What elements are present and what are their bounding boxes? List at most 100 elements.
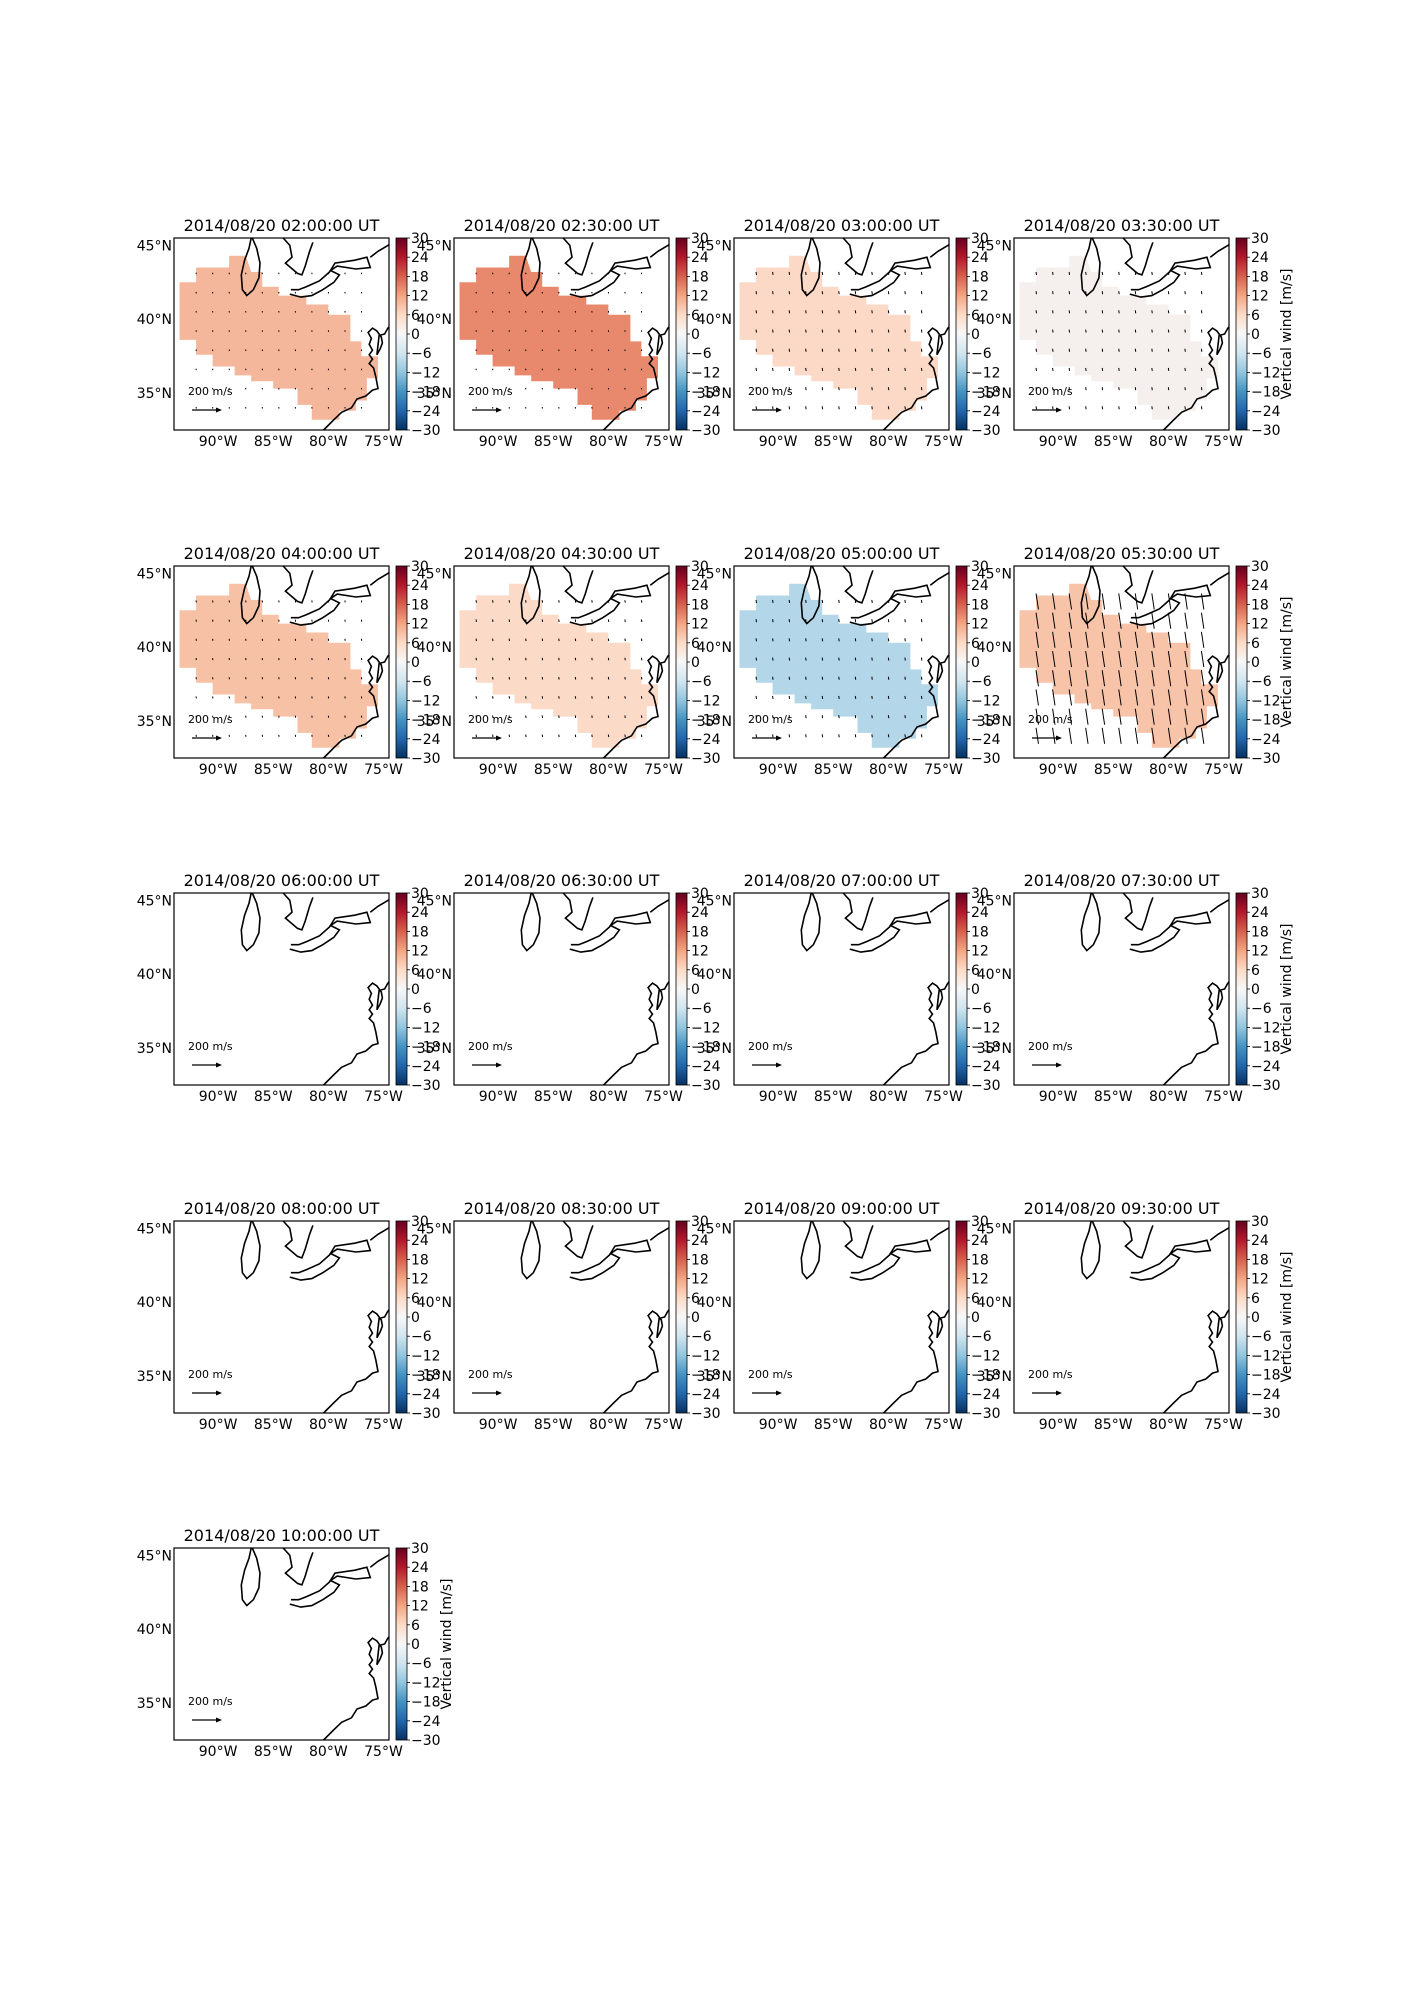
coastline <box>882 1272 949 1413</box>
y-tick-label: 40°N <box>417 1295 452 1311</box>
x-tick-label: 85°W <box>534 1089 573 1105</box>
wind-arrow <box>1101 631 1106 648</box>
axes-frame <box>173 237 390 431</box>
colorbar-tick-label: 18 <box>1251 924 1269 940</box>
x-tick-label: 80°W <box>309 434 348 450</box>
wind-arrow <box>1184 650 1188 668</box>
wind-arrow <box>1035 689 1039 706</box>
colorbar-tick-label: 30 <box>971 1214 989 1230</box>
quiver-key-arrowhead <box>216 1390 222 1396</box>
colorbar <box>1235 565 1248 759</box>
colorbar <box>675 1220 688 1414</box>
colorbar-tick-label: 18 <box>411 597 429 613</box>
colorbar-tick-label: 18 <box>971 1252 989 1268</box>
quiver-key-arrowhead <box>496 1390 502 1396</box>
quiver-key-label: 200 m/s <box>468 713 513 726</box>
coastline <box>800 566 821 625</box>
colorbar-tick-label: 30 <box>411 231 429 247</box>
coastline <box>369 898 389 913</box>
coastline <box>282 893 314 931</box>
colorbar <box>955 1220 968 1414</box>
coastline <box>240 1548 261 1607</box>
vertical-wind-region <box>179 583 378 748</box>
x-tick-label: 85°W <box>1094 434 1133 450</box>
wind-arrow <box>1167 708 1172 725</box>
colorbar <box>395 237 408 431</box>
coastline <box>569 256 652 298</box>
axes-frame <box>173 1220 390 1414</box>
x-tick-label: 75°W <box>644 434 683 450</box>
vertical-wind-region <box>1019 583 1218 748</box>
colorbar-tick-label: 12 <box>691 944 709 960</box>
colorbar-tick-label: −30 <box>691 1078 721 1094</box>
x-tick-label: 85°W <box>1094 1417 1133 1433</box>
axes-frame <box>1013 565 1230 759</box>
vertical-wind-region <box>459 255 658 420</box>
x-tick-label: 80°W <box>309 1417 348 1433</box>
colorbar-tick-label: 24 <box>1251 1233 1269 1249</box>
x-tick-label: 80°W <box>309 1744 348 1760</box>
coastline <box>240 893 261 952</box>
quiver-key-arrowhead <box>496 1062 502 1068</box>
colorbar-tick-label: −12 <box>411 693 441 709</box>
panel-content <box>1019 238 1229 430</box>
map-panel: 2014/08/20 07:00:00 UT 45°N 40°N 35°N 90°W 85… <box>697 871 1001 1105</box>
colorbar-label: Vertical wind [m/s] <box>1279 1252 1295 1383</box>
colorbar-tick-label: −12 <box>971 1020 1001 1036</box>
panel-content <box>179 238 389 430</box>
wind-arrow <box>1151 650 1155 668</box>
quiver-key-label: 200 m/s <box>1028 713 1073 726</box>
colorbar-tick-label: 18 <box>1251 1252 1269 1268</box>
coastline <box>882 944 949 1085</box>
wind-arrow <box>1200 708 1205 725</box>
colorbar <box>395 1547 408 1741</box>
wind-arrow <box>1184 631 1188 648</box>
colorbar-tick-label: −12 <box>1251 365 1281 381</box>
wind-arrow <box>1068 689 1073 706</box>
colorbar-tick-label: −12 <box>1251 1020 1281 1036</box>
map-panel: 2014/08/20 03:00:00 UT 45°N 40°N 35°N 90°W 85… <box>697 216 1001 450</box>
colorbar-tick-label: −24 <box>1251 1387 1281 1403</box>
y-tick-label: 35°N <box>977 714 1012 730</box>
y-tick-label: 40°N <box>137 1622 172 1638</box>
axes-frame <box>733 565 950 759</box>
colorbar-tick-label: −30 <box>971 1406 1001 1422</box>
y-tick-label: 45°N <box>977 238 1012 254</box>
coastline <box>929 243 949 258</box>
wind-arrow <box>1118 670 1122 687</box>
colorbar-tick-label: 24 <box>691 905 709 921</box>
colorbar-tick-label: 12 <box>971 289 989 305</box>
colorbar-tick-label: 12 <box>971 1272 989 1288</box>
wind-arrow <box>1101 650 1106 668</box>
x-tick-label: 80°W <box>589 762 628 778</box>
colorbar-tick-label: −12 <box>691 693 721 709</box>
colorbar-tick-label: 30 <box>691 231 709 247</box>
colorbar-tick-label: −12 <box>691 1020 721 1036</box>
colorbar-tick-label: 12 <box>691 617 709 633</box>
panel-title: 2014/08/20 08:00:00 UT <box>184 1199 380 1218</box>
x-tick-label: 80°W <box>1149 762 1188 778</box>
wind-arrow <box>1085 631 1089 648</box>
wind-arrow <box>1035 708 1039 725</box>
colorbar-tick-label: 6 <box>691 636 700 652</box>
axes-frame <box>1013 237 1230 431</box>
wind-arrow <box>1184 612 1188 629</box>
panel-content <box>1080 893 1229 1085</box>
colorbar-tick-label: −6 <box>1251 1001 1272 1017</box>
quiver-key-arrowhead <box>776 735 782 741</box>
wind-arrow <box>1167 631 1172 648</box>
colorbar-tick-label: 12 <box>411 1272 429 1288</box>
wind-arrow <box>1118 631 1122 648</box>
colorbar-tick-label: −30 <box>411 1078 441 1094</box>
coastline <box>849 1239 932 1281</box>
y-tick-label: 40°N <box>417 312 452 328</box>
map-panel: 2014/08/20 06:00:00 UT 45°N 40°N 35°N 90°W 85… <box>137 871 441 1105</box>
map-panel: 2014/08/20 08:30:00 UT 45°N 40°N 35°N 90°W 85… <box>417 1199 721 1433</box>
colorbar-tick-label: 12 <box>691 289 709 305</box>
axes-frame <box>173 565 390 759</box>
colorbar-tick-label: −12 <box>1251 693 1281 709</box>
colorbar-tick-label: −6 <box>411 1329 432 1345</box>
quiver-key-arrowhead <box>216 735 222 741</box>
map-panel: 2014/08/20 02:00:00 UT 45°N 40°N 35°N 90°W 85… <box>137 216 441 450</box>
quiver-key-arrowhead <box>1056 735 1062 741</box>
